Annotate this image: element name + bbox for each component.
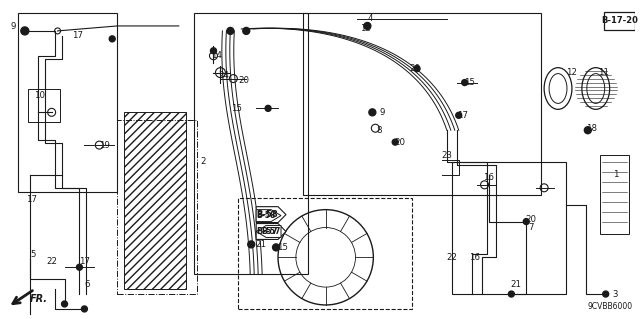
Polygon shape	[256, 207, 286, 223]
Text: 14: 14	[211, 51, 222, 60]
Polygon shape	[256, 224, 286, 240]
Text: B-58: B-58	[257, 211, 276, 220]
Bar	[600, 155, 628, 234]
Circle shape	[508, 291, 515, 297]
Text: 1: 1	[613, 170, 618, 179]
Text: 15: 15	[278, 243, 289, 252]
Text: 20: 20	[525, 215, 537, 224]
Circle shape	[364, 22, 371, 29]
Text: 10: 10	[34, 91, 45, 100]
Text: 22: 22	[46, 257, 57, 266]
Bar	[238, 198, 412, 309]
Bar	[124, 112, 186, 289]
Circle shape	[524, 219, 529, 225]
FancyBboxPatch shape	[604, 12, 636, 30]
Circle shape	[243, 27, 250, 34]
FancyArrow shape	[256, 226, 281, 237]
Circle shape	[414, 66, 420, 72]
Text: 16: 16	[483, 173, 494, 182]
Circle shape	[456, 112, 461, 118]
Text: 24: 24	[218, 71, 229, 80]
Text: 21: 21	[511, 280, 522, 289]
Text: B-57: B-57	[261, 227, 281, 236]
Text: 15: 15	[231, 104, 242, 113]
Circle shape	[603, 291, 609, 297]
Text: B-57: B-57	[256, 227, 278, 236]
Text: 20: 20	[239, 76, 250, 85]
Text: 19: 19	[99, 141, 109, 150]
Bar	[28, 88, 60, 122]
Text: 9: 9	[10, 22, 15, 32]
Circle shape	[21, 27, 29, 35]
Text: 22: 22	[446, 253, 458, 262]
Text: 8: 8	[376, 126, 382, 135]
Circle shape	[76, 264, 83, 270]
Text: 16: 16	[469, 253, 480, 262]
Bar	[18, 13, 117, 192]
Bar	[303, 13, 541, 195]
Text: 17: 17	[72, 31, 83, 41]
Circle shape	[392, 139, 398, 145]
Text: 4: 4	[367, 14, 373, 24]
Circle shape	[248, 241, 255, 248]
Text: FR.: FR.	[30, 294, 48, 304]
Bar	[194, 13, 308, 274]
Text: 17: 17	[26, 195, 37, 204]
Text: 2: 2	[201, 158, 206, 167]
Circle shape	[369, 109, 376, 116]
Text: 7: 7	[529, 223, 534, 232]
FancyArrow shape	[256, 210, 281, 222]
Text: 20: 20	[410, 64, 420, 73]
Text: 9: 9	[380, 108, 385, 117]
Circle shape	[584, 127, 591, 134]
Text: 13: 13	[360, 25, 371, 33]
Text: 21: 21	[255, 240, 267, 249]
Text: 18: 18	[586, 124, 597, 133]
Circle shape	[265, 105, 271, 111]
Circle shape	[273, 244, 280, 251]
Circle shape	[81, 306, 88, 312]
Text: B-58: B-58	[256, 210, 278, 219]
Text: 6: 6	[84, 280, 90, 289]
Text: 5: 5	[30, 250, 35, 259]
Text: B-17-20: B-17-20	[601, 17, 638, 26]
Text: 9CVBB6000: 9CVBB6000	[588, 302, 632, 311]
Text: 11: 11	[598, 68, 609, 77]
Text: 15: 15	[464, 78, 475, 87]
Circle shape	[461, 79, 468, 85]
Text: 17: 17	[457, 111, 468, 120]
Circle shape	[211, 48, 216, 54]
Circle shape	[227, 27, 234, 34]
Text: 17: 17	[79, 257, 90, 266]
Text: 12: 12	[566, 68, 577, 77]
Text: 20: 20	[395, 137, 406, 147]
Circle shape	[61, 301, 68, 307]
Text: 23: 23	[442, 151, 452, 160]
Bar	[452, 162, 566, 294]
Bar	[117, 120, 196, 294]
Circle shape	[109, 36, 115, 42]
Text: 3: 3	[613, 290, 618, 299]
